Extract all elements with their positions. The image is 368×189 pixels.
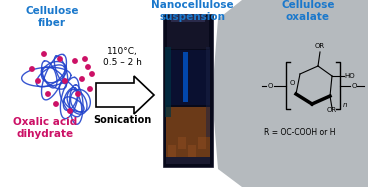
Bar	[206, 47, 210, 137]
Circle shape	[90, 72, 94, 76]
Bar	[166, 107, 210, 159]
Bar	[171, 14, 205, 22]
Text: HO: HO	[345, 73, 355, 79]
Bar	[168, 145, 176, 157]
Text: OR: OR	[327, 107, 337, 113]
Bar	[163, 14, 213, 167]
Circle shape	[73, 59, 77, 63]
Bar	[166, 157, 210, 164]
Text: O: O	[351, 83, 357, 89]
Circle shape	[42, 52, 46, 56]
Circle shape	[80, 77, 84, 81]
Polygon shape	[212, 0, 368, 187]
Circle shape	[54, 102, 58, 106]
Bar	[165, 47, 171, 117]
Bar	[166, 50, 210, 105]
Text: Nanocellulose
suspension: Nanocellulose suspension	[151, 0, 233, 22]
Text: Cellulose
fiber: Cellulose fiber	[25, 6, 79, 28]
Text: Cellulose
oxalate: Cellulose oxalate	[281, 0, 335, 22]
Text: R = OC-COOH or H: R = OC-COOH or H	[264, 128, 336, 137]
Bar	[178, 137, 186, 149]
Text: Oxalic acid
dihydrate: Oxalic acid dihydrate	[13, 117, 77, 139]
Circle shape	[76, 92, 80, 96]
FancyArrow shape	[96, 76, 154, 114]
Bar	[198, 137, 206, 149]
Circle shape	[30, 67, 34, 71]
Circle shape	[63, 79, 67, 83]
Text: OR: OR	[315, 43, 325, 49]
Circle shape	[88, 87, 92, 91]
Circle shape	[36, 79, 40, 83]
Circle shape	[46, 92, 50, 96]
Text: O: O	[289, 80, 295, 86]
Circle shape	[68, 109, 72, 113]
Bar	[167, 16, 209, 49]
Text: O: O	[267, 83, 273, 89]
Circle shape	[83, 57, 87, 61]
Text: n: n	[343, 102, 347, 108]
Text: Sonication: Sonication	[93, 115, 151, 125]
Bar	[183, 52, 188, 102]
Circle shape	[58, 57, 62, 61]
Bar	[188, 145, 196, 157]
Circle shape	[86, 65, 90, 69]
Text: 110°C,
0.5 – 2 h: 110°C, 0.5 – 2 h	[103, 47, 141, 67]
